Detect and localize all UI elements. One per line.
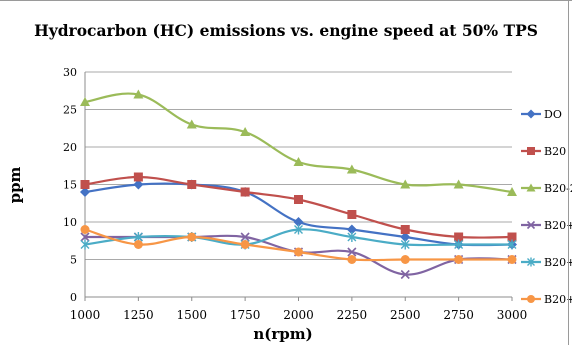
legend-swatch-marker [527,257,535,267]
x-tick-label: 2750 [443,308,474,322]
x-tick-label: 3000 [497,308,528,322]
data-point [454,239,464,250]
y-tick-label: 30 [63,66,77,79]
data-point [240,127,251,136]
series-b20-2-deg [80,89,517,196]
data-point [347,210,357,219]
legend-swatch-marker [526,183,536,192]
data-point [400,255,410,264]
data-point [80,97,90,106]
legend-item: DO [521,108,562,121]
data-point [454,255,464,264]
data-point [400,269,410,280]
data-point [80,180,90,189]
data-point [187,180,197,189]
x-tick-label: 2500 [390,308,421,322]
x-axis-label: n(rpm) [253,325,312,343]
data-point [294,247,303,257]
legend-label: B20+3 Deg [544,256,572,269]
x-tick-label: 1000 [70,308,101,322]
series-b20 [80,172,517,242]
x-tick-label: 1250 [123,308,154,322]
legend-label: DO [544,108,562,121]
data-point [507,255,517,264]
data-point [187,232,197,242]
data-point [80,239,90,250]
legend-item: B20+1 Deg [521,219,572,232]
data-point [507,239,517,250]
chart-frame-right-edge [568,0,569,345]
data-point [400,232,411,242]
legend-item: B20 [521,145,566,158]
x-tick-label: 2250 [337,308,368,322]
legend-label: B20 [544,145,566,158]
y-tick-label: 25 [63,104,77,117]
data-point [240,232,250,242]
data-point [454,232,464,242]
data-point [453,179,464,189]
data-point [400,179,411,189]
legend-label: B20-2 Deg [544,182,572,195]
series-b20-5-deg [80,225,517,264]
data-series [80,89,517,280]
data-point [347,255,357,264]
x-tick-label: 1750 [230,308,261,322]
data-point [347,247,357,257]
data-point [507,232,517,242]
data-point [240,187,250,197]
y-tick-label: 0 [70,291,77,304]
data-point [133,172,143,182]
y-tick-label: 10 [63,216,77,229]
y-tick-label: 5 [70,254,77,267]
data-point [347,232,357,242]
data-point [80,225,90,234]
data-point [400,225,410,234]
data-point [293,157,304,166]
legend-swatch-marker [526,220,536,230]
y-tick-label: 20 [63,141,77,154]
data-point [133,240,143,249]
x-tick-label: 2000 [283,308,314,322]
data-point [186,119,197,129]
chart-title: Hydrocarbon (HC) emissions vs. engine sp… [34,21,538,40]
y-axis-label: ppm [6,166,24,203]
data-point [400,239,410,250]
data-point [80,232,90,242]
legend: DO B20 B20-2 Deg B20+1 Deg B20+3 Deg B20+5 De… [521,108,572,306]
legend-swatch-marker [527,147,535,155]
data-point [133,89,144,99]
legend-item: B20-2 Deg [521,182,572,195]
y-tick-label: 15 [63,179,77,192]
data-point [80,187,90,197]
data-point [133,179,144,190]
data-point [346,164,357,174]
axes: 0 5 10 15 20 25 30 1000 1250 1500 1750 2000 2250 2500… [63,66,527,322]
legend-label: B20+1 Deg [544,219,572,232]
data-point [507,187,517,196]
legend-swatch-marker [526,109,536,119]
legend-item: B20+5 Deg [521,293,572,306]
legend-swatch-marker [527,295,535,303]
data-point [346,224,357,235]
data-point [294,195,303,204]
data-point [293,217,304,227]
chart-frame-top-edge [0,0,572,1]
data-point [294,224,303,235]
x-tick-label: 1500 [176,308,207,322]
series-do [80,179,517,250]
legend-item: B20+3 Deg [521,256,572,269]
legend-label: B20+5 Deg [544,293,572,306]
data-point [240,240,250,249]
